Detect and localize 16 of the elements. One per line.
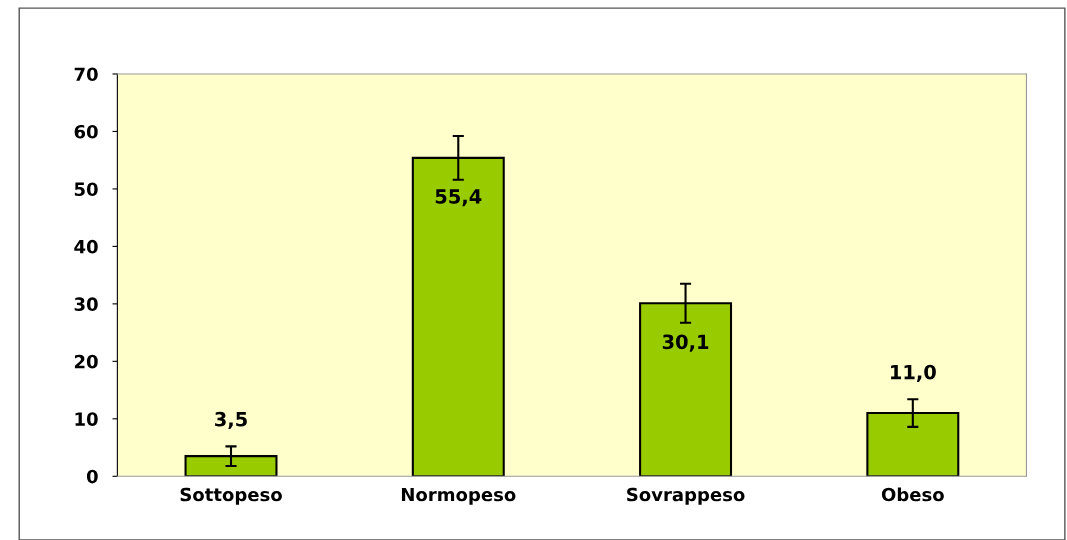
y-tick-label: 70 [74, 67, 98, 82]
y-tick-label: 50 [74, 182, 98, 197]
x-tick-label: Sottopeso [180, 487, 282, 505]
x-tick-label: Sovrappeso [627, 487, 745, 505]
x-tick-label: Normopeso [401, 487, 516, 505]
data-label: 11,0 [891, 364, 936, 382]
y-tick-label: 30 [74, 297, 98, 311]
y-tick-label: 40 [74, 239, 98, 254]
y-tick-label: 60 [74, 124, 98, 139]
x-tick-label: Obeso [881, 487, 944, 502]
y-tick-label: 0 [86, 469, 98, 484]
data-label: 3,5 [215, 411, 247, 430]
data-label: 55,4 [435, 189, 482, 207]
y-tick-label: 20 [74, 354, 98, 369]
y-tick-label: 10 [75, 412, 98, 426]
data-label: 30,1 [662, 334, 709, 352]
